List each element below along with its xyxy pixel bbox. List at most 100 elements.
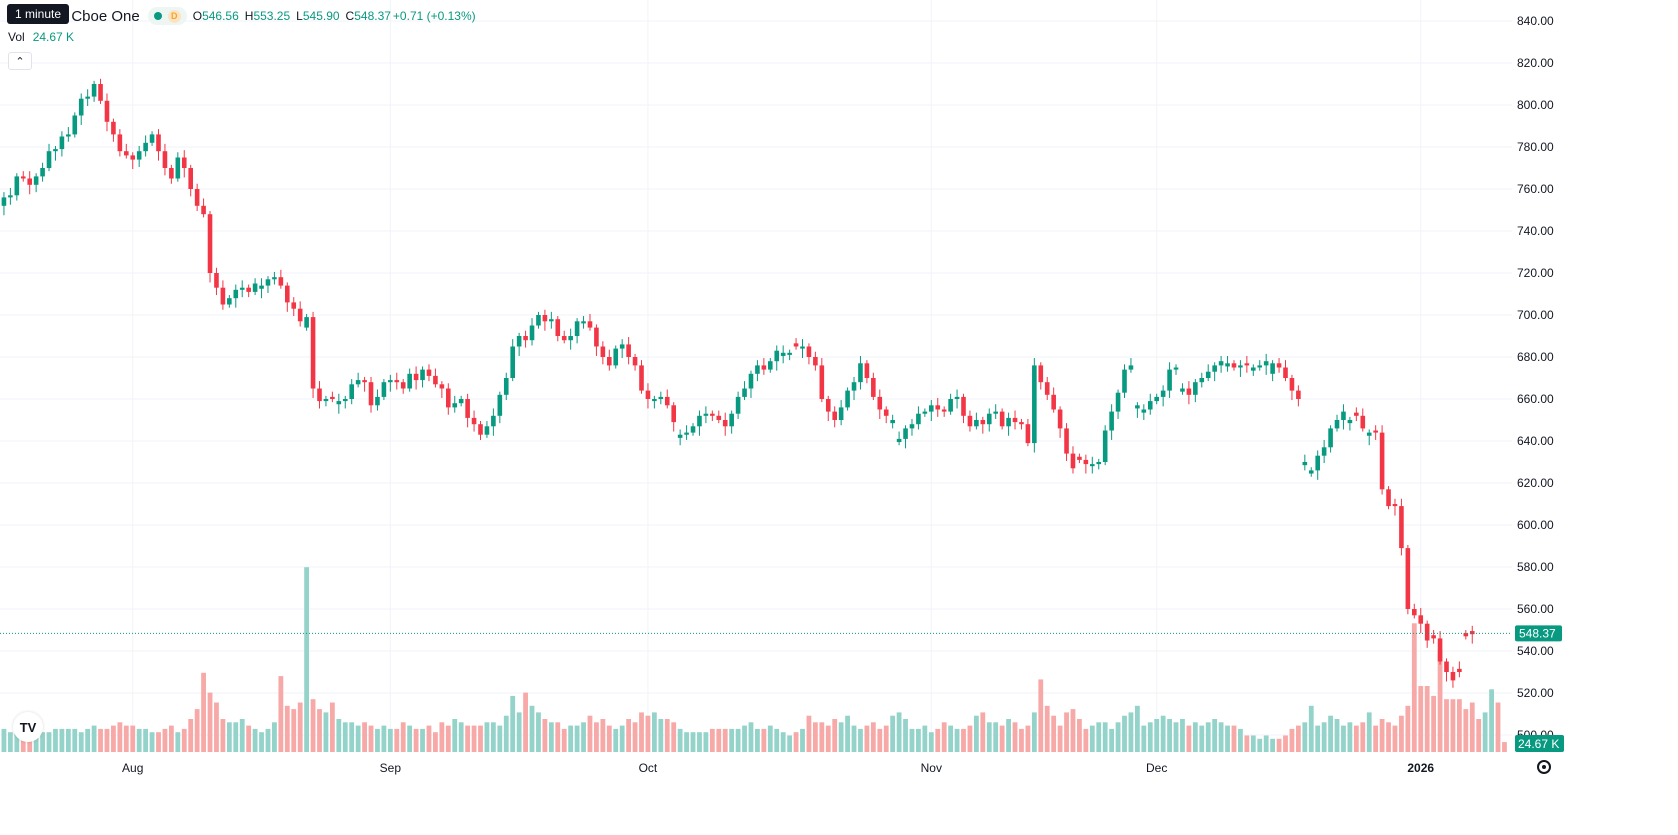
volume-bar <box>948 725 954 752</box>
candle-body <box>909 424 915 429</box>
candle <box>1070 446 1076 474</box>
volume-bar <box>1128 712 1134 752</box>
candle <box>1160 385 1166 407</box>
volume-bar <box>613 728 619 752</box>
volume-bar <box>606 725 612 752</box>
candle <box>420 366 425 388</box>
candle-body <box>1160 390 1166 397</box>
candle <box>529 318 535 346</box>
volume-bar <box>1238 728 1243 752</box>
candle <box>1283 360 1288 382</box>
candle-body <box>1308 470 1314 474</box>
status-badges[interactable]: D <box>147 7 187 25</box>
volume-bar <box>961 728 966 752</box>
candle-body <box>1083 459 1089 465</box>
price-tick-label: 840.00 <box>1517 14 1554 28</box>
price-tick-label: 540.00 <box>1517 644 1554 658</box>
candle <box>877 389 883 419</box>
candle-body <box>124 151 129 156</box>
candle <box>1399 498 1404 556</box>
volume-bar <box>639 712 644 752</box>
candle <box>645 383 651 409</box>
tradingview-logo[interactable]: TV <box>13 712 43 742</box>
volume-bar <box>896 712 902 752</box>
candle <box>1328 425 1333 453</box>
candle <box>1019 418 1024 430</box>
candle-body <box>1457 668 1462 672</box>
candle-body <box>336 401 342 405</box>
volume-bar <box>130 725 136 752</box>
candle-body <box>903 428 908 439</box>
candle <box>774 345 780 371</box>
candle <box>136 145 142 167</box>
volume-bar <box>1218 722 1224 752</box>
volume-bar <box>780 732 786 752</box>
volume-bar <box>310 699 316 752</box>
candle <box>59 131 65 157</box>
price-tick-label: 780.00 <box>1517 140 1554 154</box>
candle-body <box>355 380 361 385</box>
candle <box>883 406 889 424</box>
volume-bar <box>1386 722 1391 752</box>
candle-body <box>787 352 792 355</box>
candle <box>768 358 773 373</box>
candle <box>986 408 992 432</box>
volume-bar <box>1450 699 1456 752</box>
volume-bar <box>252 728 258 752</box>
volume-bar <box>355 725 361 752</box>
candle-body <box>1070 453 1076 469</box>
candle-body <box>1218 361 1224 366</box>
candle-body <box>838 407 844 420</box>
volume-bar <box>755 728 760 752</box>
candle-body <box>1038 365 1044 383</box>
volume-bar <box>329 702 335 752</box>
volume-bar <box>664 719 670 752</box>
candle <box>922 408 928 417</box>
volume-bar <box>394 728 400 752</box>
candle-body <box>446 388 451 408</box>
candle <box>1392 498 1398 516</box>
candle-body <box>1096 462 1102 465</box>
candle-body <box>426 369 432 376</box>
candle-body <box>555 319 561 336</box>
candle-body <box>1025 424 1031 444</box>
candle <box>1463 630 1469 640</box>
candle-body <box>317 388 322 402</box>
candle <box>355 372 361 388</box>
candle <box>1289 374 1295 401</box>
volume-bar <box>1051 715 1057 752</box>
candle-body <box>8 195 13 198</box>
candle-body <box>246 287 251 292</box>
time-axis[interactable]: Aug Sep Oct Nov Dec 2026 <box>122 761 1434 775</box>
candle <box>677 429 683 446</box>
volume-bar <box>845 715 850 752</box>
candle <box>85 89 90 107</box>
candle <box>999 408 1005 430</box>
candle-body <box>104 100 110 122</box>
candle-body <box>388 380 393 383</box>
low-value: 545.90 <box>302 9 340 23</box>
candle <box>600 341 606 365</box>
price-axis[interactable]: 500.00520.00540.00560.00580.00600.00620.… <box>1515 14 1564 752</box>
volume-bar <box>387 728 393 752</box>
candle <box>1038 362 1044 390</box>
candle <box>278 269 284 289</box>
gear-icon[interactable] <box>1537 760 1551 774</box>
candle-body <box>858 363 863 383</box>
volume-bar <box>207 692 213 752</box>
candle-body <box>297 308 303 322</box>
collapse-legend-button[interactable]: ⌃ <box>8 52 32 70</box>
candle-body <box>948 399 953 412</box>
candle-body <box>941 409 947 412</box>
candle-body <box>239 287 245 290</box>
candle-body <box>1173 367 1179 370</box>
candle <box>806 343 812 365</box>
volume-bar <box>407 725 413 752</box>
candle-body <box>658 396 664 399</box>
candle <box>207 211 213 283</box>
volume-label[interactable]: Vol <box>8 30 25 44</box>
volume-bar <box>136 728 142 752</box>
price-tick-label: 740.00 <box>1517 224 1554 238</box>
candle <box>516 332 522 356</box>
